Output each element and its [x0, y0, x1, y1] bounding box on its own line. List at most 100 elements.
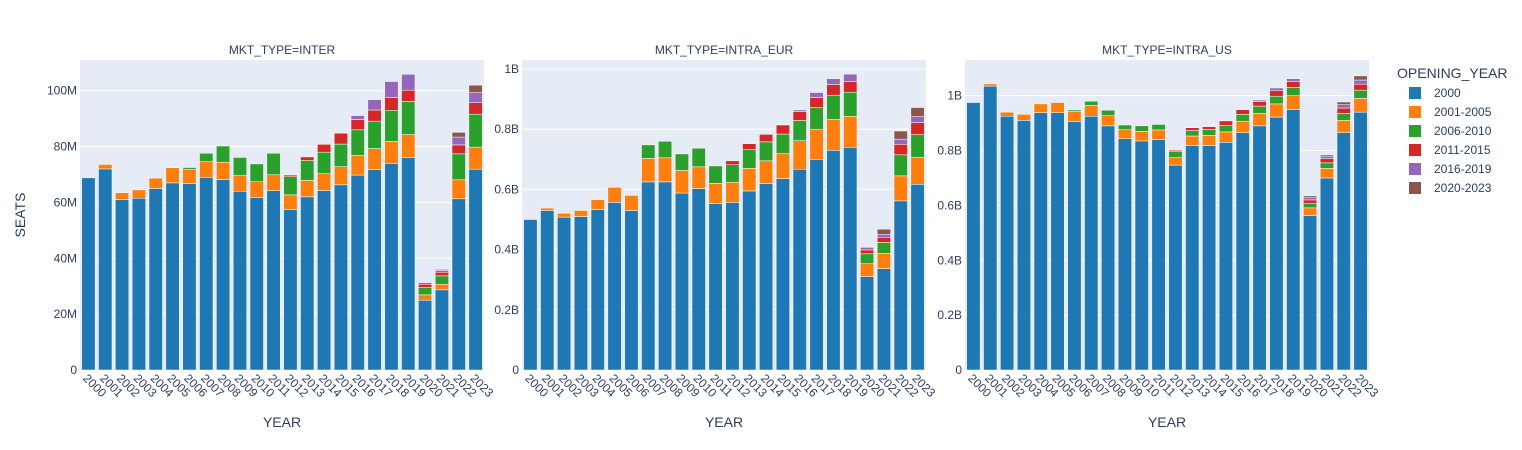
bar-segment [1067, 109, 1082, 112]
bar-segment [1185, 135, 1200, 146]
bar-segment [893, 144, 908, 156]
bar-segment [1168, 164, 1183, 371]
bar-segment [775, 153, 790, 179]
bar-segment [317, 144, 332, 153]
bar-segment [1319, 155, 1334, 160]
bar-segment [1269, 95, 1284, 105]
bar-segment [249, 181, 264, 198]
bar-segment [300, 180, 315, 198]
bar-segment [384, 163, 399, 371]
bar-segment [742, 168, 757, 192]
panel-title: MKT_TYPE=INTER [229, 43, 336, 57]
legend-item[interactable]: 2011-2015 [1409, 143, 1491, 157]
bar-segment [792, 140, 807, 170]
bar-segment [691, 188, 706, 371]
legend-item[interactable]: 2020-2023 [1409, 181, 1492, 195]
bar-segment [893, 138, 908, 145]
y-tick-label: 0 [955, 363, 962, 377]
legend-swatch [1409, 182, 1421, 194]
panel-2: 00.2B0.4B0.6B0.8B1BMKT_TYPE=INTRA_EUR200… [494, 43, 938, 430]
bar-segment [607, 187, 622, 203]
bar-segment [115, 199, 130, 371]
bar-segment [1286, 87, 1301, 96]
bar-segment [809, 159, 824, 371]
bar-segment [624, 210, 639, 371]
bar-segment [966, 102, 981, 371]
bar-segment [1286, 81, 1301, 88]
bar-segment [148, 188, 163, 371]
legend-item[interactable]: 2000 [1409, 86, 1461, 100]
bar-segment [691, 166, 706, 189]
bar-segment [1319, 158, 1334, 164]
legend-swatch [1409, 163, 1421, 175]
bar-segment [1353, 111, 1368, 371]
y-tick-label: 0.2B [937, 308, 962, 322]
bar-segment [401, 134, 416, 158]
legend-label: 2001-2005 [1434, 105, 1492, 119]
bar-segment [317, 173, 332, 191]
bar-segment [641, 158, 656, 183]
bar-segment [983, 85, 998, 371]
legend-item[interactable]: 2016-2019 [1409, 162, 1492, 176]
bar-segment [199, 177, 214, 371]
bar-segment [725, 181, 740, 203]
bar-segment [1050, 102, 1065, 113]
bar-segment [557, 212, 572, 218]
bar-segment [434, 284, 449, 291]
plot-background [80, 60, 484, 370]
bar-segment [468, 113, 483, 148]
bar-segment [725, 164, 740, 183]
bar-segment [1101, 109, 1116, 116]
bar-segment [199, 161, 214, 178]
bar-segment [893, 154, 908, 177]
bar-segment [283, 194, 298, 210]
bar-segment [893, 200, 908, 371]
bar-segment [266, 190, 281, 371]
bar-segment [1151, 124, 1166, 131]
bar-segment [1252, 99, 1267, 102]
bar-segment [1235, 114, 1250, 122]
bar-segment [131, 189, 146, 199]
bar-segment [1185, 127, 1200, 131]
bar-segment [367, 169, 382, 371]
bar-segment [350, 154, 365, 176]
legend-swatch [1409, 106, 1421, 118]
bar-segment [98, 168, 113, 371]
y-tick-label: 0.6B [494, 182, 519, 196]
bar-segment [876, 234, 891, 238]
bar-segment [451, 198, 466, 371]
bar-segment [1353, 83, 1368, 91]
bar-segment [708, 183, 723, 204]
bar-segment [1218, 125, 1233, 133]
legend-item[interactable]: 2006-2010 [1409, 124, 1492, 138]
bar-segment [1151, 139, 1166, 371]
bar-segment [742, 149, 757, 169]
y-tick-label: 100M [47, 84, 77, 98]
bar-segment [1303, 195, 1318, 198]
legend: OPENING_YEAR 2000 2001-2005 2006-2010 2011-… [1397, 65, 1507, 195]
bar-segment [1353, 98, 1368, 113]
bar-segment [451, 179, 466, 200]
bar-segment [759, 134, 774, 143]
bar-segment [418, 282, 433, 285]
bar-segment [557, 216, 572, 371]
bar-segment [401, 101, 416, 135]
bar-segment [1269, 87, 1284, 91]
legend-item[interactable]: 2001-2005 [1409, 105, 1492, 119]
bar-segment [1336, 113, 1351, 121]
bar-segment [1202, 145, 1217, 371]
bar-segment [182, 167, 197, 170]
bar-segment [826, 150, 841, 371]
y-tick-label: 0.2B [494, 303, 519, 317]
bar-segment [300, 160, 315, 181]
bar-segment [725, 202, 740, 371]
legend-label: 2020-2023 [1434, 181, 1492, 195]
y-axis-title: SEATS [12, 193, 28, 238]
bar-segment [300, 156, 315, 161]
bar-segment [910, 122, 925, 135]
bar-segment [1303, 199, 1318, 204]
bar-segment [893, 130, 908, 140]
bar-segment [1117, 129, 1132, 139]
bar-segment [1269, 116, 1284, 371]
